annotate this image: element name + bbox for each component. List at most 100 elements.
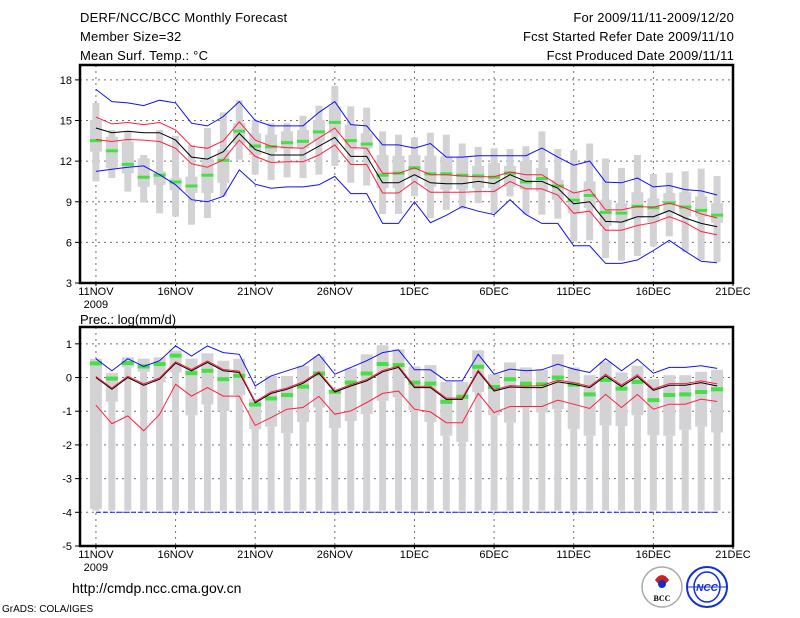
box-whisker <box>522 407 530 511</box>
box-body <box>137 158 150 187</box>
ensemble-box <box>121 131 134 192</box>
ensemble-box <box>456 381 469 511</box>
observed-marker <box>535 382 548 387</box>
observed-marker <box>599 210 612 214</box>
plot-frame <box>78 325 735 548</box>
ensemble-mean-line <box>95 361 718 404</box>
box-body <box>344 368 357 422</box>
ensemble-box <box>440 134 453 210</box>
ensemble-box <box>519 367 532 511</box>
ensemble-box <box>663 375 676 511</box>
box-body <box>281 131 294 149</box>
box-body <box>504 362 517 423</box>
x-tick-label: 6DEC <box>479 286 508 298</box>
y-tick-label: 15 <box>60 116 72 128</box>
ensemble-box <box>504 148 517 197</box>
ensemble-box <box>328 389 341 511</box>
x-tick-label: 1DEC <box>400 549 429 561</box>
y-tick-label: -4 <box>62 507 72 519</box>
observed-marker <box>615 211 628 215</box>
box-whisker <box>156 382 164 511</box>
y-tick-label: 9 <box>66 197 72 209</box>
ensemble-box <box>695 371 708 511</box>
observed-marker <box>344 139 357 143</box>
box-whisker <box>570 429 578 511</box>
observed-marker <box>631 379 644 384</box>
box-body <box>551 180 564 200</box>
box-whisker <box>363 414 371 511</box>
bcc-logo: BCC <box>641 566 683 608</box>
box-body <box>328 106 341 134</box>
observed-marker <box>488 384 501 389</box>
observed-marker <box>519 180 532 184</box>
box-body <box>281 375 294 434</box>
observed-marker <box>711 213 724 217</box>
observed-marker <box>695 208 708 212</box>
observed-marker <box>233 373 246 378</box>
forecast-started-date: Fcst Started Refer Date 2009/11/10 <box>522 29 734 44</box>
observed-marker <box>456 394 469 399</box>
box-body <box>679 192 692 217</box>
box-body <box>583 375 596 436</box>
box-whisker <box>442 435 450 511</box>
mean-plus-sd-line <box>95 360 718 403</box>
ensemble-box <box>679 171 692 252</box>
observed-marker <box>711 387 724 392</box>
observed-marker <box>583 392 596 397</box>
y-tick-label: 3 <box>66 278 72 290</box>
ensemble-box <box>583 375 596 511</box>
ensemble-box <box>217 360 230 511</box>
mean-minus-sd-line <box>95 383 718 432</box>
chart-title: DERF/NCC/BCC Monthly Forecast <box>80 10 288 25</box>
box-body <box>488 374 501 416</box>
observed-marker <box>137 175 150 179</box>
mean-minus-sd-line <box>95 138 718 236</box>
box-whisker <box>283 433 291 511</box>
box-body <box>519 161 532 190</box>
box-body <box>408 366 421 410</box>
observed-marker <box>663 393 676 398</box>
y-tick-label: -3 <box>62 474 72 486</box>
x-tick-label: 26NOV <box>317 549 354 561</box>
observed-marker <box>105 149 118 153</box>
box-whisker <box>490 415 498 511</box>
x-tick-label: 16NOV <box>158 549 195 561</box>
ensemble-box <box>121 357 134 511</box>
plot-frame <box>78 63 735 285</box>
x-tick-label: 11DEC <box>556 286 591 298</box>
observed-marker <box>695 390 708 395</box>
box-whisker <box>458 441 466 511</box>
box-whisker <box>474 392 482 511</box>
box-whisker <box>124 367 132 511</box>
x-tick-label: 16NOV <box>158 286 195 298</box>
ensemble-box <box>296 115 309 179</box>
box-body <box>599 361 612 426</box>
box-body <box>265 375 278 427</box>
ensemble-box <box>105 129 118 179</box>
box-body <box>328 390 341 429</box>
ensemble-box <box>647 379 660 511</box>
box-body <box>312 356 325 408</box>
box-whisker <box>538 412 546 511</box>
observed-marker <box>376 173 389 177</box>
box-whisker <box>92 508 100 511</box>
box-body <box>296 129 309 149</box>
box-body <box>663 375 676 436</box>
ensemble-box <box>281 123 294 178</box>
ensemble-box <box>583 143 596 241</box>
box-body <box>424 365 437 423</box>
observed-marker <box>296 384 309 389</box>
ensemble-box <box>281 375 294 511</box>
ensemble-max-line <box>95 89 718 196</box>
observed-marker <box>249 402 262 407</box>
box-body <box>89 119 102 152</box>
box-body <box>424 155 437 187</box>
observed-marker <box>440 172 453 176</box>
box-whisker <box>172 136 180 217</box>
observed-marker <box>281 393 294 398</box>
observed-marker <box>583 193 596 197</box>
observed-marker <box>647 398 660 403</box>
y-tick-label: 12 <box>60 156 72 168</box>
observed-marker <box>360 371 373 376</box>
